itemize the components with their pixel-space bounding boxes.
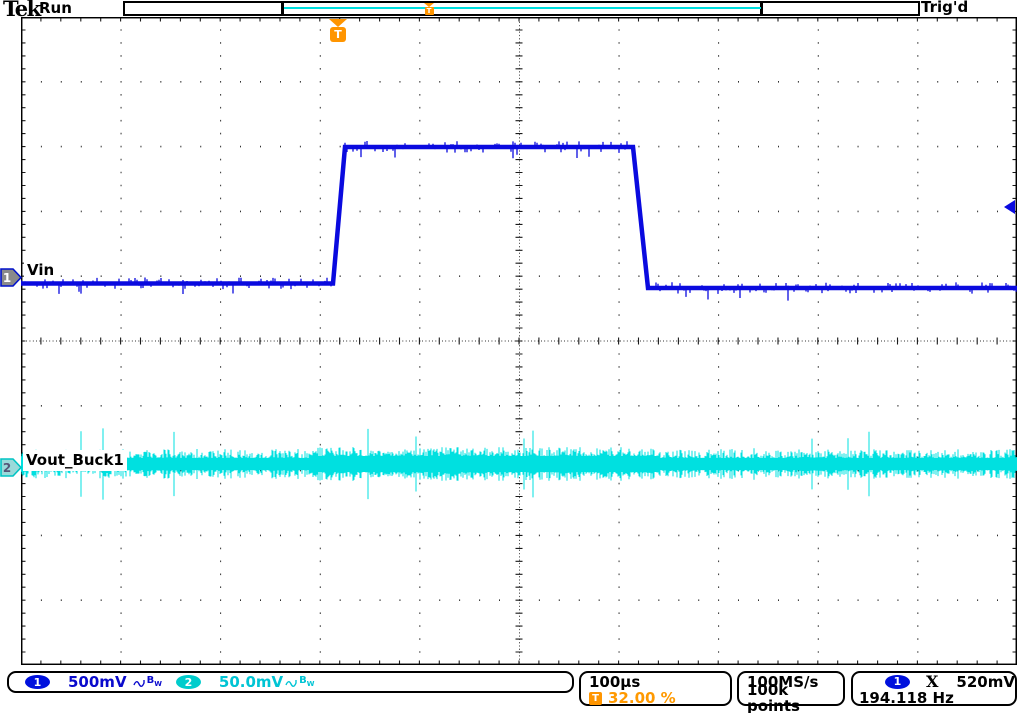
- record-window-left-bracket: [281, 3, 284, 14]
- coupling-sine-icon: [132, 679, 145, 687]
- channel2-number: 2: [3, 461, 11, 475]
- trigger-triangle-icon: [424, 3, 434, 7]
- trigger-readout: 1 X 520mV 194.118 Hz: [851, 671, 1017, 706]
- trigger-position-marker: T: [329, 19, 347, 42]
- record-window-right-bracket: [760, 3, 763, 14]
- channel2-scale: 50.0mV: [218, 673, 284, 691]
- channel2-position-marker: 2: [0, 458, 23, 477]
- trigger-status: Trig'd: [921, 0, 969, 16]
- channel2-badge: 2: [175, 675, 201, 689]
- trigger-level-arrow-icon: [1004, 200, 1015, 214]
- channel2-coupling-icons: BW: [285, 674, 315, 689]
- bandwidth-limit-icon: BW: [146, 674, 162, 688]
- trigger-triangle-icon: [329, 19, 347, 27]
- horizontal-readout: 100µs T 32.00 %: [579, 671, 732, 706]
- acquisition-status: Run: [39, 0, 72, 17]
- record-length: 100k points: [747, 681, 800, 713]
- waveform-display: [20, 16, 1018, 666]
- channel1-scale: 500mV: [68, 673, 127, 691]
- timebase-scale: 100µs: [589, 673, 641, 691]
- trigger-frequency: 194.118 Hz: [859, 689, 954, 707]
- record-waveform-preview: [284, 7, 761, 9]
- record-trigger-position-icon: T: [424, 3, 434, 15]
- channel1-badge: 1: [25, 675, 50, 689]
- trigger-t-glyph: T: [330, 27, 346, 42]
- channel1-number: 1: [3, 271, 11, 285]
- channel-scale-readout: 1 500mV BW 2 50.0mV BW: [7, 671, 574, 693]
- graticule-area: [20, 16, 1018, 666]
- trigger-t-icon: T: [589, 691, 602, 705]
- channel1-coupling-icons: BW: [132, 674, 162, 689]
- trigger-t-glyph: T: [424, 7, 434, 15]
- bandwidth-limit-icon: BW: [299, 674, 315, 688]
- trigger-source-badge: 1: [885, 675, 910, 689]
- trigger-position-percent: 32.00 %: [608, 689, 676, 707]
- trigger-level: 520mV: [956, 673, 1015, 691]
- trigger-position-readout: T 32.00 %: [589, 690, 722, 706]
- channel2-label: Vout_Buck1: [23, 450, 127, 471]
- channel1-position-marker: 1: [0, 268, 23, 287]
- channel1-label: Vin: [24, 261, 58, 279]
- tek-logo: Tek: [3, 0, 41, 21]
- acquisition-readout: 100MS/s 100k points: [737, 671, 845, 713]
- sample-rate: 100MS/s: [747, 673, 819, 691]
- coupling-sine-icon: [285, 679, 297, 687]
- trigger-slope-icon: X: [926, 672, 939, 691]
- record-view-bar: T: [123, 1, 920, 16]
- trigger-source-line: 1 X 520mV: [859, 672, 1015, 691]
